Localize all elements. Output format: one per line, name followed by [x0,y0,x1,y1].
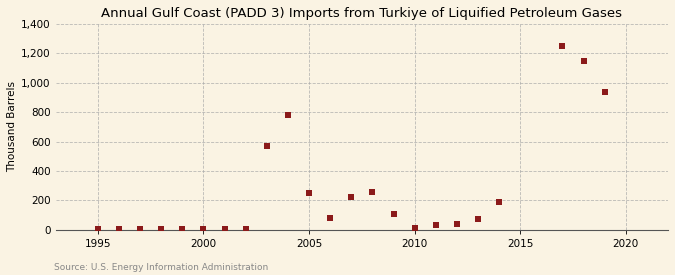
Point [240,227,251,231]
Point [388,211,399,216]
Title: Annual Gulf Coast (PADD 3) Imports from Turkiye of Liquified Petroleum Gases: Annual Gulf Coast (PADD 3) Imports from … [101,7,622,20]
Point [493,200,504,204]
Point [557,44,568,48]
Point [346,195,356,200]
Point [452,222,462,226]
Point [409,226,420,230]
Point [325,216,335,220]
Point [599,89,610,94]
Point [113,227,124,231]
Point [283,113,294,117]
Point [92,227,103,232]
Point [472,217,483,222]
Point [431,223,441,228]
Point [156,227,167,232]
Point [198,227,209,231]
Point [367,189,378,194]
Point [578,59,589,63]
Point [304,191,315,195]
Point [219,227,230,232]
Point [135,227,146,231]
Point [261,144,272,148]
Point [177,227,188,232]
Y-axis label: Thousand Barrels: Thousand Barrels [7,81,17,172]
Text: Source: U.S. Energy Information Administration: Source: U.S. Energy Information Administ… [54,263,268,272]
